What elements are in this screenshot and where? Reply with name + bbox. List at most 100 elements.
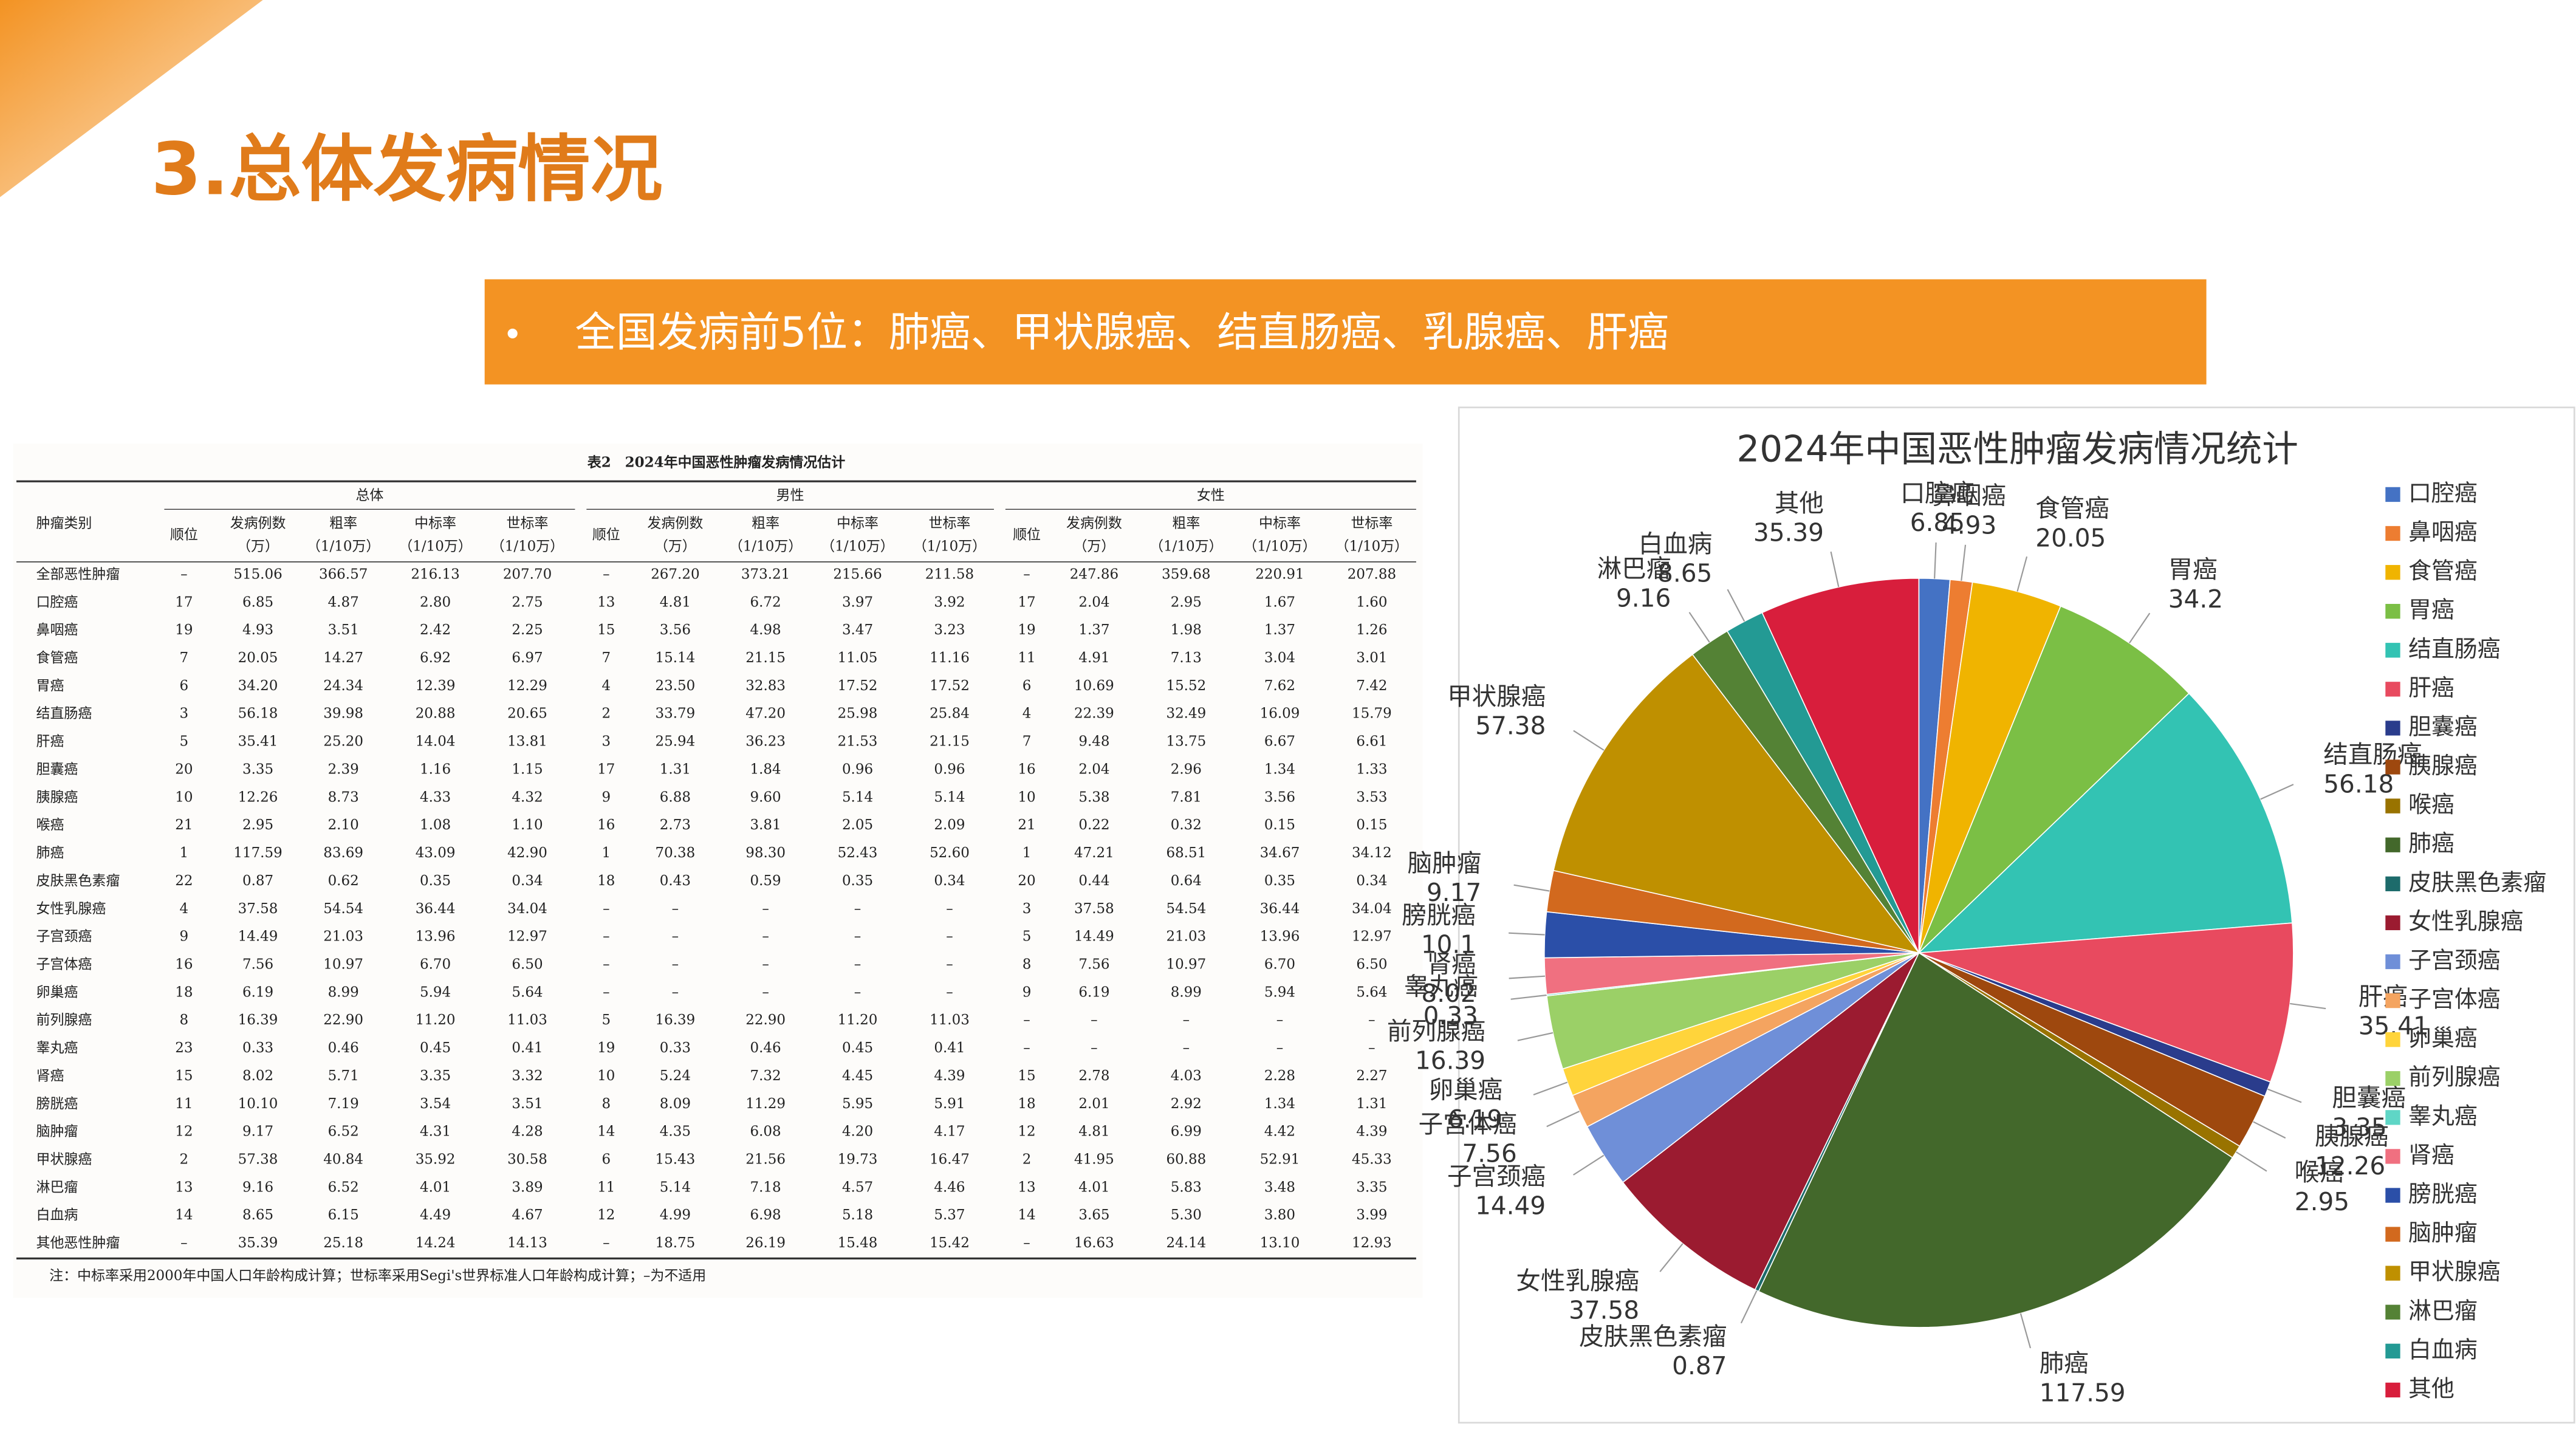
leader-line [1546, 1111, 1580, 1128]
row-header: 脑肿瘤 [36, 1124, 78, 1140]
row-header: 胰腺癌 [36, 789, 78, 805]
table-cell: 25.84 [930, 706, 970, 722]
table-cell: 1.26 [1356, 622, 1387, 638]
table-cell: 21.56 [745, 1152, 786, 1168]
table-cell: 1.34 [1264, 761, 1295, 777]
leader-line [1510, 994, 1547, 1000]
data-label: 0.87 [1672, 1351, 1727, 1380]
table-cell: 5.14 [660, 1179, 691, 1195]
table-cell: 1.31 [660, 761, 691, 777]
table-cell: 4.81 [1078, 1124, 1109, 1140]
leader-line [1533, 1081, 1568, 1095]
table-cell: – [1276, 1040, 1283, 1056]
data-label-name: 女性乳腺癌 [1516, 1266, 1639, 1295]
table-cell: 6.70 [1264, 956, 1295, 972]
table-cell: 19 [1018, 622, 1035, 638]
data-label-name: 子宫体癌 [1419, 1109, 1517, 1139]
table-cell: 5.71 [328, 1068, 359, 1084]
table-cell: 3 [180, 706, 189, 722]
table-cell: 15 [175, 1068, 193, 1084]
leader-line [1740, 1290, 1758, 1324]
legend-swatch [2385, 876, 2400, 891]
table-cell: – [1183, 1040, 1190, 1056]
table-cell: 0.59 [750, 873, 781, 889]
table-cell: 36.23 [745, 734, 786, 750]
table-cell: 4.01 [420, 1179, 451, 1195]
column-header: （1/10万） [1243, 538, 1316, 554]
data-label-name: 肝癌 [2358, 982, 2408, 1011]
legend-label: 结直肠癌 [2408, 635, 2500, 662]
table-cell: 4.39 [1356, 1124, 1387, 1140]
table-cell: 5.38 [1078, 789, 1109, 805]
table-cell: 1.34 [1264, 1096, 1295, 1112]
data-label-name: 肾癌 [1427, 949, 1476, 978]
table-cell: – [1091, 1012, 1097, 1028]
table-cell: 23 [175, 1040, 193, 1056]
table-cell: 4.49 [420, 1207, 451, 1223]
legend-swatch [2385, 1304, 2400, 1320]
legend-swatch [2385, 1266, 2400, 1281]
table-cell: 1.84 [750, 761, 781, 777]
table-cell: 34.04 [507, 901, 547, 917]
table-cell: 32.49 [1166, 706, 1206, 722]
table-cell: 4.81 [660, 594, 691, 610]
table-cell: – [603, 566, 609, 582]
table-cell: 36.44 [416, 901, 456, 917]
table-cell: 6.70 [420, 956, 451, 972]
table-cell: 2.27 [1356, 1068, 1387, 1084]
leader-line [2290, 1002, 2326, 1010]
data-label: 7.56 [1462, 1139, 1517, 1168]
column-header: 粗率 [329, 516, 357, 532]
table-cell: 3 [1023, 901, 1032, 917]
legend-swatch [2385, 1110, 2400, 1125]
legend-label: 前列腺癌 [2408, 1064, 2500, 1091]
table-cell: 24.34 [323, 678, 363, 694]
leader-line [1688, 612, 1710, 643]
data-label: 6.85 [1910, 508, 1965, 537]
table-cell: 21.03 [1166, 929, 1206, 945]
table-cell: 15.43 [655, 1152, 695, 1168]
table-cell: 1.15 [512, 761, 543, 777]
table-cell: 39.98 [323, 706, 363, 722]
table-cell: 12 [597, 1207, 615, 1223]
table-background [13, 444, 1423, 1298]
table-cell: 5 [180, 734, 189, 750]
table-cell: 15 [597, 622, 615, 638]
row-header: 淋巴瘤 [36, 1179, 78, 1195]
chart-title: 2024年中国恶性肿瘤发病情况统计 [1736, 429, 2298, 471]
row-header: 卵巢癌 [36, 984, 78, 1000]
table-cell: 36.44 [1260, 901, 1300, 917]
data-label: 9.16 [1616, 583, 1671, 612]
table-cell: 33.79 [655, 706, 695, 722]
row-header: 喉癌 [36, 817, 64, 833]
table-cell: 17 [175, 594, 193, 610]
table-cell: 4.28 [512, 1124, 543, 1140]
table-cell: 12 [1018, 1124, 1035, 1140]
table-cell: 2.01 [1078, 1096, 1109, 1112]
table-cell: 14 [597, 1124, 615, 1140]
row-header: 肝癌 [36, 734, 64, 750]
table-cell: 4.46 [934, 1179, 965, 1195]
column-header: 发病例数 [230, 516, 286, 532]
table-cell: 0.45 [842, 1040, 873, 1056]
table-cell: 3.35 [1356, 1179, 1387, 1195]
leader-line [2267, 1088, 2302, 1103]
table-cell: 0.34 [512, 873, 543, 889]
table-cell: 2.73 [660, 817, 691, 833]
table-cell: 19.73 [838, 1152, 878, 1168]
table-cell: – [854, 901, 861, 917]
table-cell: 247.86 [1070, 566, 1118, 582]
data-label-name: 膀胱癌 [1402, 900, 1476, 930]
legend-swatch [2385, 915, 2400, 931]
pie-chart: 口腔癌6.85鼻咽癌4.93食管癌20.05胃癌34.2结直肠癌56.18肝癌3… [1387, 479, 2546, 1408]
table-cell: 0.33 [242, 1040, 273, 1056]
data-label-name: 结直肠癌 [2323, 740, 2422, 769]
table-cell: 98.30 [745, 845, 786, 861]
table-cell: 41.95 [1074, 1152, 1114, 1168]
table-cell: 68.51 [1166, 845, 1206, 861]
table-cell: 6.52 [328, 1124, 359, 1140]
table-cell: 10 [175, 789, 193, 805]
table-cell: 9.60 [750, 789, 781, 805]
legend-swatch [2385, 1382, 2400, 1398]
